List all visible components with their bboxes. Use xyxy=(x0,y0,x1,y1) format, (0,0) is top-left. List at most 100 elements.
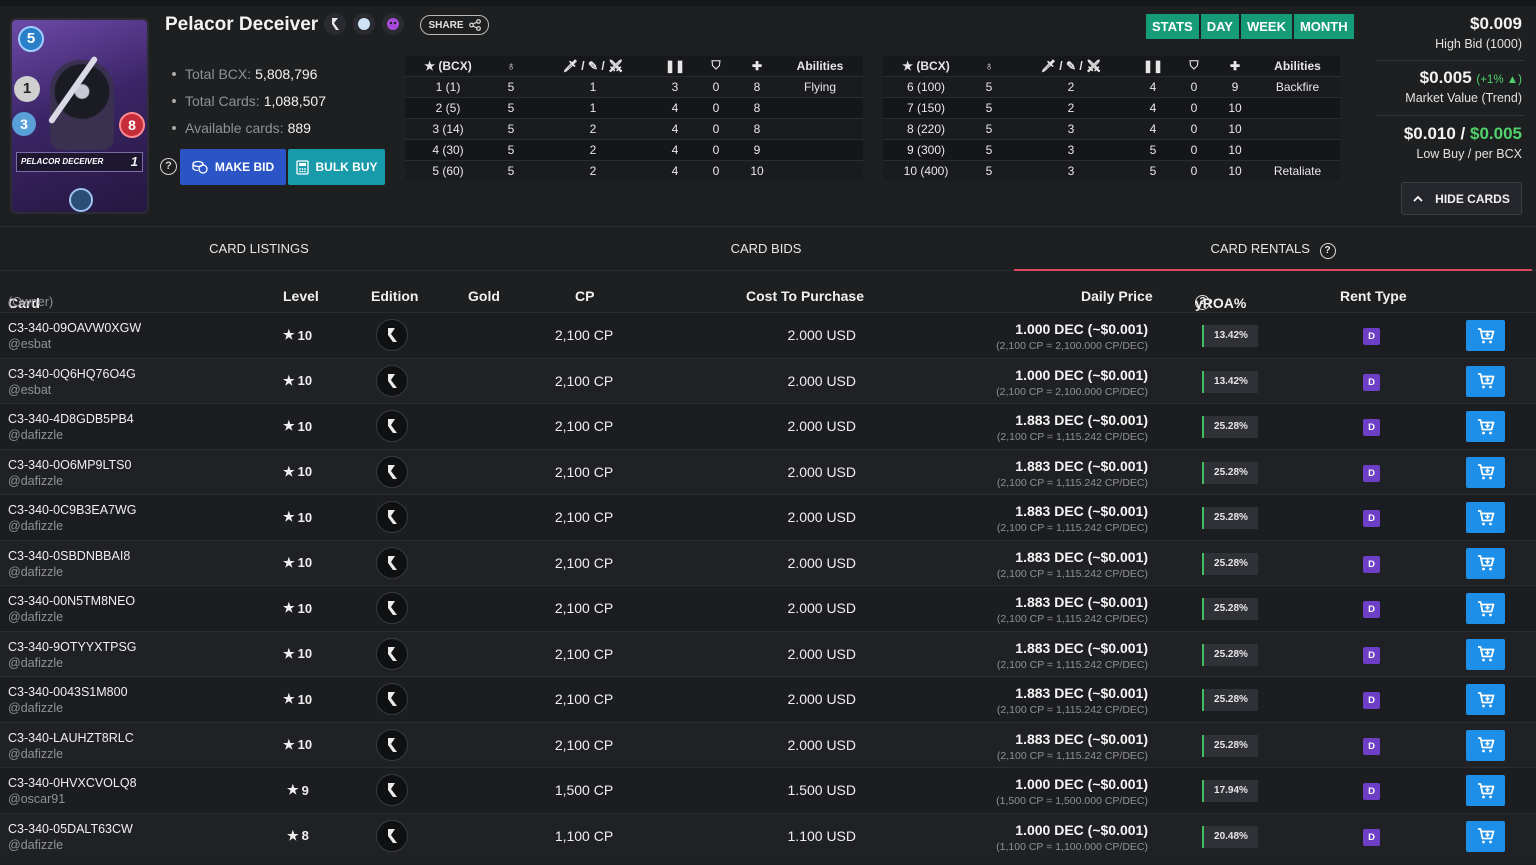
share-button[interactable]: SHARE xyxy=(420,15,489,35)
card-title: Pelacor Deceiver xyxy=(165,14,319,35)
card-owner[interactable]: @dafizzle xyxy=(8,746,64,761)
stats-table-levels-6-10: ★ (BCX) ♁ 🗡 / ✎ / ⚔ ❚❚ ⛉ ✚ Abilities 6 (… xyxy=(883,56,1340,181)
card-uid[interactable]: C3-340-9OTYYXTPSG xyxy=(8,639,137,654)
rent-cart-button[interactable] xyxy=(1466,729,1505,761)
rental-row[interactable]: C3-340-LAUHZT8RLC @dafizzle ★ 10 2,100 CP… xyxy=(0,721,1536,767)
card-owner[interactable]: @dafizzle xyxy=(8,610,64,624)
rent-cart-button[interactable] xyxy=(1466,820,1505,852)
card-uid[interactable]: C3-340-0HVXCVOLQ8 xyxy=(8,776,137,790)
listing-tabs: CARD LISTINGS CARD BIDS CARD RENTALS ? xyxy=(0,226,1536,271)
help-icon[interactable]: ? xyxy=(1319,243,1336,259)
card-cost: 1.500 USD xyxy=(787,782,856,798)
card-image[interactable]: 5 1 3 8 Pelacor Deceiver 1 xyxy=(10,18,149,214)
card-level: ★ 10 xyxy=(283,600,313,616)
daily-price-detail: (2,100 CP = 2,100.000 CP/DEC) xyxy=(996,385,1148,398)
card-owner[interactable]: @dafizzle xyxy=(8,473,64,488)
yroa-badge: 13.42% xyxy=(1202,370,1258,393)
daily-price-detail: (2,100 CP = 1,115.242 CP/DEC) xyxy=(996,704,1148,716)
rent-cart-button[interactable] xyxy=(1466,365,1505,397)
rent-cart-button[interactable] xyxy=(1466,456,1505,488)
rental-row[interactable]: C3-340-4D8GDB5PB4 @dafizzle ★ 10 2,100 CP… xyxy=(0,403,1536,449)
share-label: SHARE xyxy=(428,19,464,31)
card-level: ★ 10 xyxy=(283,736,313,753)
stats-row: 9 (300) 5 3 5 0 10 xyxy=(883,138,1340,160)
col-daily-price[interactable]: Daily Price xyxy=(1081,288,1153,304)
rent-cart-button[interactable] xyxy=(1466,320,1505,351)
card-owner[interactable]: @esbat xyxy=(8,337,52,351)
rental-row[interactable]: C3-340-0043S1M800 @dafizzle ★ 10 2,100 CP… xyxy=(0,676,1536,722)
card-uid[interactable]: C3-340-0C9B3EA7WG xyxy=(8,503,137,517)
rentals-table-header: Card (Owner) Level Edition Gold CP Cost … xyxy=(8,288,1407,311)
card-owner[interactable]: @dafizzle xyxy=(8,701,64,715)
daily-price-detail: (2,100 CP = 1,115.242 CP/DEC) xyxy=(996,749,1148,762)
make-bid-button[interactable]: MAKE BID xyxy=(180,149,286,185)
rent-cart-button[interactable] xyxy=(1466,502,1505,533)
card-owner[interactable]: @dafizzle xyxy=(8,519,64,533)
rental-row[interactable]: C3-340-0HVXCVOLQ8 @oscar91 ★ 9 1,500 CP 1… xyxy=(0,767,1536,813)
card-cp: 2,100 CP xyxy=(554,327,614,343)
daily-price: 1.883 DEC (~$0.001) xyxy=(1015,730,1148,747)
card-cp: 2,100 CP xyxy=(554,736,614,753)
rental-row[interactable]: C3-340-0SBDNBBAI8 @dafizzle ★ 10 2,100 CP… xyxy=(0,539,1536,585)
help-icon[interactable]: ? xyxy=(160,158,177,175)
col-rent-type[interactable]: Rent Type xyxy=(1340,288,1407,304)
rental-row[interactable]: C3-340-0Q6HQ76O4G @esbat ★ 10 2,100 CP 2.… xyxy=(0,357,1536,403)
level-bcx-header: ★ (BCX) xyxy=(902,58,950,73)
card-owner[interactable]: @oscar91 xyxy=(8,792,66,806)
abilities-header: Abilities xyxy=(1274,58,1321,73)
card-uid[interactable]: C3-340-0O6MP9LTS0 xyxy=(8,457,132,472)
card-uid[interactable]: C3-340-0043S1M800 xyxy=(8,685,128,699)
period-tab-day[interactable]: DAY xyxy=(1200,14,1239,39)
card-owner[interactable]: @dafizzle xyxy=(8,655,64,670)
hide-cards-button[interactable]: HIDE CARDS xyxy=(1401,182,1522,215)
col-cost[interactable]: Cost To Purchase xyxy=(746,288,864,304)
period-tab-stats[interactable]: STATS xyxy=(1146,14,1199,39)
rent-cart-button[interactable] xyxy=(1466,638,1505,670)
card-owner[interactable]: @dafizzle xyxy=(8,837,64,852)
tab-card-bids[interactable]: CARD BIDS xyxy=(730,241,802,256)
card-uid[interactable]: C3-340-0SBDNBBAI8 xyxy=(8,548,131,563)
card-cp: 2,100 CP xyxy=(554,600,614,616)
speed-header-icon: ❚❚ xyxy=(1142,58,1164,73)
bulk-buy-button[interactable]: BULK BUY xyxy=(288,149,385,185)
col-gold[interactable]: Gold xyxy=(468,288,500,304)
rental-row[interactable]: C3-340-0C9B3EA7WG @dafizzle ★ 10 2,100 CP… xyxy=(0,494,1536,540)
rent-cart-button[interactable] xyxy=(1466,684,1505,715)
card-namebar: Pelacor Deceiver 1 xyxy=(16,152,143,172)
rent-cart-button[interactable] xyxy=(1466,593,1505,624)
cart-icon xyxy=(1477,600,1494,616)
rental-row[interactable]: C3-340-9OTYYXTPSG @dafizzle ★ 10 2,100 CP… xyxy=(0,630,1536,676)
rental-row[interactable]: C3-340-0O6MP9LTS0 @dafizzle ★ 10 2,100 CP… xyxy=(0,448,1536,494)
card-owner[interactable]: @esbat xyxy=(8,382,52,397)
period-tab-week[interactable]: WEEK xyxy=(1240,14,1292,39)
card-owner[interactable]: @dafizzle xyxy=(8,564,64,579)
card-uid[interactable]: C3-340-05DALT63CW xyxy=(8,821,133,836)
rental-row[interactable]: C3-340-09OAVW0XGW @esbat ★ 10 2,100 CP 2.… xyxy=(0,312,1536,358)
rental-row[interactable]: C3-340-00N5TM8NEO @dafizzle ★ 10 2,100 CP… xyxy=(0,585,1536,631)
tab-card-rentals[interactable]: CARD RENTALS ? xyxy=(1014,227,1532,271)
card-uid[interactable]: C3-340-LAUHZT8RLC xyxy=(8,730,134,745)
card-uid[interactable]: C3-340-09OAVW0XGW xyxy=(8,321,142,335)
rent-cart-button[interactable] xyxy=(1466,547,1505,579)
daily-price: 1.000 DEC (~$0.001) xyxy=(1015,321,1148,337)
star-icon: ★ xyxy=(283,736,295,752)
card-cp: 2,100 CP xyxy=(554,645,614,662)
cart-icon xyxy=(1477,509,1494,525)
rent-cart-button[interactable] xyxy=(1466,411,1505,442)
low-buy-block: $0.010 / $0.005 Low Buy / per BCX xyxy=(1403,124,1522,161)
card-uid[interactable]: C3-340-0Q6HQ76O4G xyxy=(8,366,136,381)
stats-row: 4 (30) 5 2 4 0 9 xyxy=(405,138,863,160)
col-level[interactable]: Level xyxy=(283,288,319,304)
card-uid[interactable]: C3-340-00N5TM8NEO xyxy=(8,594,136,608)
period-tab-month[interactable]: MONTH xyxy=(1293,14,1354,39)
rental-row[interactable]: C3-340-05DALT63CW @dafizzle ★ 8 1,100 CP … xyxy=(0,812,1536,858)
col-edition[interactable]: Edition xyxy=(371,288,419,304)
splinter-emblem-icon xyxy=(69,188,93,212)
card-owner[interactable]: @dafizzle xyxy=(8,428,64,442)
daily-price-detail: (1,100 CP = 1,100.000 CP/DEC) xyxy=(996,840,1148,853)
tab-card-listings[interactable]: CARD LISTINGS xyxy=(209,241,309,256)
col-cp[interactable]: CP xyxy=(575,288,595,304)
cart-icon xyxy=(1477,691,1494,707)
card-uid[interactable]: C3-340-4D8GDB5PB4 xyxy=(8,412,134,426)
rent-cart-button[interactable] xyxy=(1466,775,1505,806)
